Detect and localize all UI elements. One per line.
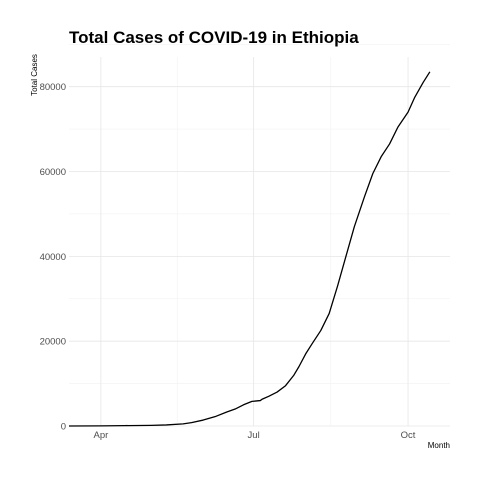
- y-tick-label: 40000: [40, 252, 66, 263]
- y-tick-label: 20000: [40, 337, 66, 348]
- plot-area: [68, 71, 431, 427]
- x-tick-label: Oct: [401, 430, 416, 441]
- y-tick-label: 0: [61, 422, 66, 433]
- y-tick-label: 80000: [40, 82, 66, 93]
- y-tick-label: 60000: [40, 167, 66, 178]
- y-axis-title: Total Cases: [30, 54, 39, 96]
- x-axis-title: Month: [428, 441, 450, 450]
- series-line-total-cases: [68, 71, 431, 427]
- y-axis-ticks: 0 20000 40000 60000 80000: [40, 82, 66, 432]
- x-axis-ticks: Apr Jul Oct: [93, 430, 415, 441]
- chart-title: Total Cases of COVID-19 in Ethiopia: [69, 28, 359, 47]
- x-tick-label: Jul: [248, 430, 260, 441]
- grid: [69, 43, 450, 427]
- x-tick-label: Apr: [93, 430, 108, 441]
